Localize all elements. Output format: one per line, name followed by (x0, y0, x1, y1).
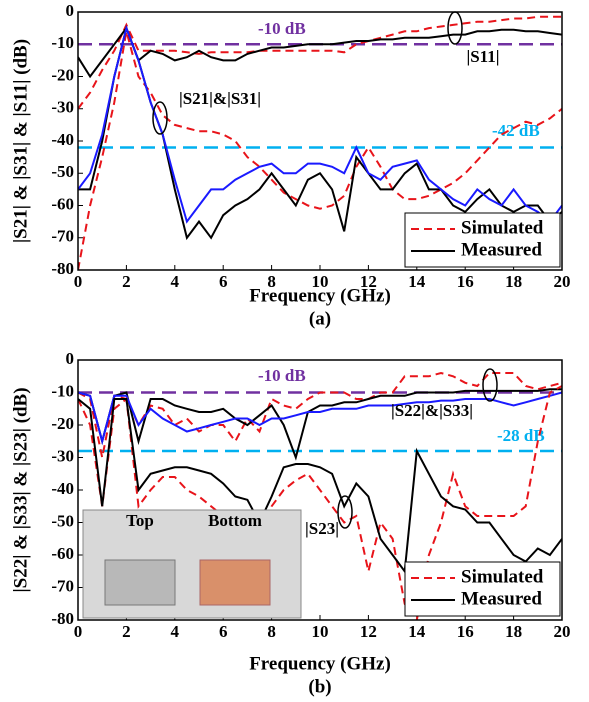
x-tick-label: 14 (408, 272, 426, 291)
y-tick-label: -40 (51, 479, 74, 498)
y-tick-label: -30 (51, 98, 74, 117)
series-line (78, 371, 562, 458)
y-tick-label: 0 (66, 1, 75, 20)
x-tick-label: 6 (219, 622, 228, 641)
x-tick-label: 0 (74, 622, 83, 641)
y-tick-label: -20 (51, 65, 74, 84)
reference-label: -10 dB (258, 19, 306, 38)
reference-label: -42 dB (492, 121, 540, 140)
reference-label: -28 dB (497, 426, 545, 445)
y-tick-label: 0 (66, 349, 75, 368)
x-axis-label: Frequency (GHz) (249, 285, 391, 306)
annotation: |S22|&|S33| (391, 401, 473, 420)
y-tick-label: -70 (51, 227, 74, 246)
caption: (a) (309, 308, 331, 329)
x-tick-label: 6 (219, 272, 228, 291)
y-tick-label: -60 (51, 544, 74, 563)
y-axis-label: |S22| & |S33| & |S23| (dB) (10, 387, 31, 592)
y-tick-label: -10 (51, 33, 74, 52)
annotation: |S21|&|S31| (179, 89, 261, 108)
series-line (78, 15, 562, 110)
legend-label: Simulated (461, 217, 544, 238)
x-tick-label: 18 (505, 272, 522, 291)
x-tick-label: 0 (74, 272, 83, 291)
x-tick-label: 2 (122, 622, 131, 641)
y-tick-label: -10 (51, 381, 74, 400)
y-tick-label: -60 (51, 194, 74, 213)
x-tick-label: 14 (408, 622, 426, 641)
series-line (78, 398, 562, 574)
x-tick-label: 8 (267, 272, 276, 291)
x-tick-label: 2 (122, 272, 131, 291)
caption: (b) (308, 676, 331, 697)
reference-label: -10 dB (258, 366, 306, 385)
series-line (78, 26, 562, 79)
y-tick-label: -80 (51, 609, 74, 628)
series-line (78, 385, 562, 620)
y-tick-label: -40 (51, 130, 74, 149)
legend-box (404, 561, 561, 617)
x-axis-label: Frequency (GHz) (249, 653, 391, 674)
series-line (78, 391, 562, 446)
y-axis-label: |S21| & |S31| & |S11| (dB) (10, 39, 31, 243)
y-tick-label: -20 (51, 414, 74, 433)
x-tick-label: 16 (457, 622, 474, 641)
x-tick-label: 20 (554, 622, 571, 641)
annotation: |S11| (466, 47, 499, 66)
series-line (78, 388, 562, 461)
x-tick-label: 18 (505, 622, 522, 641)
x-tick-label: 12 (360, 622, 377, 641)
y-tick-label: -50 (51, 511, 74, 530)
legend-label: Measured (461, 239, 542, 260)
x-tick-label: 8 (267, 622, 276, 641)
series-line (78, 31, 562, 270)
x-tick-label: 4 (171, 622, 180, 641)
legend-label: Simulated (461, 566, 544, 587)
legend-label: Measured (461, 588, 542, 609)
callout-ellipse (482, 368, 498, 402)
annotation: |S23| (305, 519, 339, 538)
axes-frame (77, 11, 563, 271)
callout-ellipse (152, 101, 168, 135)
inset-label: Bottom (208, 511, 262, 530)
x-tick-label: 16 (457, 272, 474, 291)
x-tick-label: 4 (171, 272, 180, 291)
callout-ellipse (447, 11, 463, 45)
board-top (104, 559, 176, 606)
x-tick-label: 12 (360, 272, 377, 291)
series-line (78, 24, 562, 224)
callout-ellipse (337, 495, 353, 529)
y-tick-label: -50 (51, 162, 74, 181)
y-tick-label: -70 (51, 576, 74, 595)
y-tick-label: -30 (51, 446, 74, 465)
x-tick-label: 20 (554, 272, 571, 291)
inset-label: Top (126, 511, 154, 530)
y-tick-label: -80 (51, 259, 74, 278)
x-tick-label: 10 (312, 622, 329, 641)
x-tick-label: 10 (312, 272, 329, 291)
legend-box (404, 212, 561, 268)
board-bottom (199, 559, 271, 606)
axes-frame (77, 359, 563, 621)
